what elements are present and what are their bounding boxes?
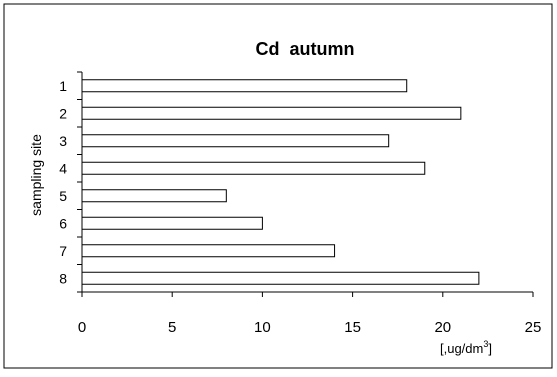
unit-label: [,ug/dm3] — [440, 339, 492, 356]
bar-site-6 — [81, 216, 263, 230]
x-tick-label-15: 15 — [344, 319, 361, 336]
x-tick-label-5: 5 — [168, 319, 176, 336]
y-tick-label-4: 4 — [59, 160, 67, 176]
y-tick-label-8: 8 — [59, 270, 67, 286]
bar-site-2 — [81, 106, 462, 120]
bar-site-4 — [81, 161, 426, 175]
bar-site-8 — [81, 271, 480, 285]
bar-site-3 — [81, 134, 390, 148]
y-tick-label-7: 7 — [59, 243, 67, 259]
x-tick-label-10: 10 — [254, 319, 271, 336]
chart-title: Cd autumn — [256, 39, 355, 59]
x-tick-label-20: 20 — [434, 319, 451, 336]
y-tick-label-1: 1 — [59, 78, 67, 94]
y-axis-label: sampling site — [28, 134, 44, 216]
y-tick-label-5: 5 — [59, 188, 67, 204]
bar-site-7 — [81, 244, 336, 258]
plot-area: 1 2 3 4 5 6 7 8 0 5 10 15 20 25 — [59, 71, 542, 336]
x-tick-label-25: 25 — [525, 319, 542, 336]
y-tick-label-2: 2 — [59, 105, 67, 121]
y-tick-label-6: 6 — [59, 215, 67, 231]
bar-site-5 — [81, 189, 227, 203]
bar-site-1 — [81, 79, 408, 93]
y-tick-label-3: 3 — [59, 133, 67, 149]
chart-frame — [3, 3, 553, 369]
x-tick-label-0: 0 — [78, 319, 86, 336]
